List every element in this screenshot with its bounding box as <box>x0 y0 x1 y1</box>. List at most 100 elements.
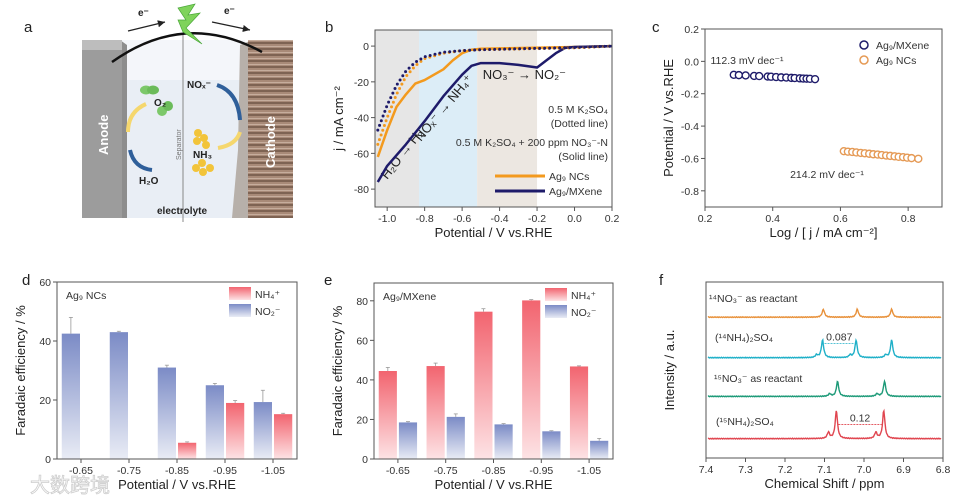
bar <box>494 424 513 459</box>
bar <box>274 414 293 459</box>
y-tick-label: 60 <box>356 335 368 347</box>
anode-electrode <box>82 40 122 218</box>
plot-frame <box>704 28 943 208</box>
y-tick-label: 80 <box>356 296 368 308</box>
y-tick-label: -0.4 <box>681 121 699 133</box>
spectrum-label: (¹⁴NH₄)₂SO₄ <box>715 332 773 344</box>
chart-title: Ag₉/MXene <box>383 291 436 303</box>
x-tick-label: 0.0 <box>567 213 582 225</box>
electrolyte-label: electrolyte <box>157 206 207 217</box>
x-tick-label: -0.4 <box>491 213 509 225</box>
panel-label-a: a <box>24 19 33 36</box>
x-tick-label: -0.8 <box>416 213 434 225</box>
y-axis-label: j / mA cm⁻² <box>331 86 346 152</box>
x-tick-label: 7.2 <box>778 464 793 476</box>
x-tick-label: 7.3 <box>738 464 753 476</box>
spectrum-line <box>707 378 942 398</box>
shaded-region <box>477 30 538 207</box>
bar <box>253 402 272 459</box>
shaded-region <box>375 30 420 207</box>
x-tick-label: -0.65 <box>386 465 410 477</box>
legend-label: Ag₉/MXene <box>876 40 929 52</box>
bar <box>378 371 397 459</box>
cycle-arrow-anode-top <box>126 102 147 133</box>
bar <box>446 416 465 459</box>
x-axis-label: Potential / V vs.RHE <box>118 477 236 492</box>
o2-label: O₂ <box>154 98 166 109</box>
plot-frame <box>705 281 944 459</box>
x-tick-label: 0.2 <box>605 213 620 225</box>
condition-label: 0.5 M K₂SO₄ <box>548 104 608 116</box>
legend-label: NH₄⁺ <box>255 289 280 301</box>
x-tick-label: 7.4 <box>699 464 714 476</box>
plot-frame <box>56 281 298 460</box>
x-tick-label: -1.0 <box>378 213 396 225</box>
bar <box>590 440 609 459</box>
data-point <box>754 71 764 81</box>
legend-label: NO₂⁻ <box>571 307 597 319</box>
x-tick-label: -0.85 <box>165 465 189 477</box>
legend-swatch <box>545 288 567 301</box>
legend-swatch <box>545 305 567 318</box>
series-line <box>376 44 614 146</box>
x-tick-label: 0.8 <box>901 213 916 225</box>
bar <box>157 367 176 459</box>
legend-swatch <box>229 287 251 300</box>
cathode-label: Cathode <box>263 116 278 168</box>
x-tick-label: 0.4 <box>765 213 780 225</box>
x-tick-label: -0.2 <box>528 213 546 225</box>
lightning-icon <box>177 3 203 45</box>
x-tick-label: 0.6 <box>833 213 848 225</box>
condition-label: (Dotted line) <box>551 118 608 130</box>
bar <box>109 332 128 459</box>
x-axis-label: Potential / V vs.RHE <box>435 477 553 492</box>
y-tick-label: -60 <box>354 148 369 160</box>
legend-swatch <box>229 304 251 317</box>
bar <box>178 442 197 459</box>
y-tick-label: 60 <box>39 277 51 289</box>
electron-label-left: e⁻ <box>138 8 149 19</box>
y-tick-label: -0.6 <box>681 153 699 165</box>
anode-top <box>82 40 122 50</box>
slope-annotation: 214.2 mV dec⁻¹ <box>790 169 864 181</box>
cycle-arrow-cathode-bottom <box>217 131 242 150</box>
shift-annotation: 0.087 <box>826 332 852 344</box>
x-tick-label: -0.75 <box>434 465 458 477</box>
legend-label: Ag₉ NCs <box>549 171 589 183</box>
cycle-arrow-cathode-top <box>216 83 242 121</box>
series-line <box>376 44 614 132</box>
bar <box>474 311 493 459</box>
spectrum-label: (¹⁵NH₄)₂SO₄ <box>716 416 774 428</box>
y-axis-label: Potential / V vs.RHE <box>661 59 676 177</box>
x-tick-label: -0.95 <box>213 465 237 477</box>
y-tick-label: 20 <box>356 414 368 426</box>
y-tick-label: 0.0 <box>684 56 699 68</box>
panel-label-b: b <box>325 19 333 36</box>
spectrum-line <box>707 337 942 359</box>
data-point <box>810 74 820 84</box>
anode-label: Anode <box>96 115 111 155</box>
data-point <box>741 71 750 80</box>
data-point <box>734 70 744 80</box>
x-axis-label: Chemical Shift / ppm <box>765 476 885 491</box>
y-tick-label: -0.2 <box>681 89 699 101</box>
slope-annotation: 112.3 mV dec⁻¹ <box>710 55 784 67</box>
spectrum-label: ¹⁵NO₃⁻ as reactant <box>714 373 802 385</box>
shaded-region <box>419 30 478 207</box>
bar <box>398 422 418 459</box>
o2-molecule-icon <box>140 85 173 116</box>
bar <box>205 385 224 459</box>
y-tick-label: 0 <box>45 454 51 466</box>
region-label: NO₃⁻ → NO₂⁻ <box>483 67 566 82</box>
panel-label-f: f <box>659 272 664 289</box>
electron-label-right: e⁻ <box>224 6 235 17</box>
x-tick-label: 7.0 <box>857 464 872 476</box>
spectrum-line <box>707 408 942 440</box>
cathode-face <box>232 40 252 218</box>
bar <box>426 366 445 459</box>
x-tick-label: -0.65 <box>69 465 93 477</box>
separator-label: Separator <box>176 129 183 160</box>
faradaic-efficiency-chart-d: -0.65 -0.75 -0.85 -0.95 -1.05 0 20 40 60 Potentia… <box>13 277 298 492</box>
electron-arrow-right <box>211 21 251 33</box>
